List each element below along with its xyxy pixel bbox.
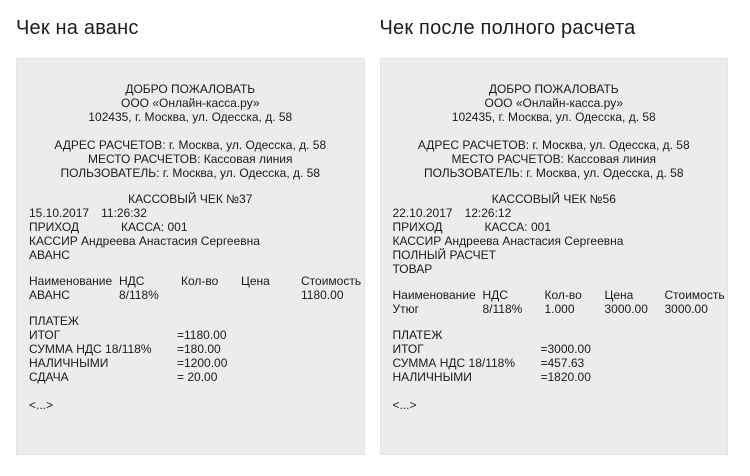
receipt-panel-full-settlement: ДОБРО ПОЖАЛОВАТЬ ООО «Онлайн-касса.ру» 1…: [379, 58, 728, 455]
operation-type-line: ТОВАР: [392, 262, 433, 276]
table-row: Утюг 8/118% 1.000 3000.00 3000.00: [393, 302, 716, 316]
company-name: ООО «Онлайн-касса.ру»: [484, 96, 623, 110]
payment-row: СУММА НДС 18/118% =457.63: [393, 356, 716, 370]
operation-type-line: АВАНС: [29, 248, 70, 262]
payment-label: НАЛИЧНЫМИ: [392, 370, 472, 384]
operation-label: ПРИХОД: [29, 220, 80, 234]
advance-receipt-column: Чек на аванс ДОБРО ПОЖАЛОВАТЬ ООО «Онлай…: [16, 0, 365, 476]
cashier-line: КАССИР Андреева Анастасия Сергеевна: [29, 234, 260, 248]
kassa-label: КАССА: 001: [121, 220, 188, 234]
col-header-price: Цена: [604, 288, 634, 302]
receipt-footer-mark: <...>: [392, 398, 417, 412]
cashier-line: КАССИР Андреева Анастасия Сергеевна: [392, 234, 624, 248]
operation-line: ПРИХОД КАССА: 001: [29, 220, 352, 234]
operation-type-line: ПОЛНЫЙ РАСЧЕТ: [392, 248, 497, 262]
col-header-cost: Стоимость: [664, 288, 725, 302]
welcome-line: ДОБРО ПОЖАЛОВАТЬ: [125, 82, 256, 96]
col-header-vat: НДС: [482, 288, 508, 302]
payment-row: ИТОГ =3000.00: [393, 342, 716, 356]
payment-title: ПЛАТЕЖ: [392, 328, 443, 342]
company-address: 102435, г. Москва, ул. Одесска, д. 58: [88, 110, 293, 124]
info-block: АДРЕС РАСЧЕТОВ: г. Москва, ул. Одесска, …: [29, 138, 352, 180]
payment-value: =3000.00: [540, 342, 591, 356]
col-header-name: Наименование: [392, 288, 476, 302]
table-header-row: Наименование НДС Кол-во Цена Стоимость: [392, 288, 725, 302]
payment-value: =180.00: [177, 342, 221, 356]
payment-title: ПЛАТЕЖ: [29, 314, 79, 328]
item-qty: [181, 288, 241, 302]
kassa-label: КАССА: 001: [484, 220, 552, 234]
payment-value: =457.63: [540, 356, 585, 370]
settlement-place-line: МЕСТО РАСЧЕТОВ: Кассовая линия: [88, 152, 293, 166]
receipt-title-full-settlement: Чек после полного расчета: [379, 17, 636, 39]
receipt-date: 15.10.2017: [29, 206, 90, 220]
payment-block: ПЛАТЕЖ ИТОГ =3000.00 СУММА НДС 18/118% =…: [393, 328, 716, 384]
col-header-qty: Кол-во: [181, 274, 219, 288]
operation-label: ПРИХОД: [392, 220, 443, 234]
payment-value: =1820.00: [540, 370, 591, 384]
date-time-line: 15.10.2017 11:26:32: [29, 206, 352, 220]
company-address: 102435, г. Москва, ул. Одесска, д. 58: [451, 110, 656, 124]
item-qty: 1.000: [544, 302, 575, 316]
payment-row: ИТОГ =1180.00: [29, 328, 352, 342]
receipt-time: 11:26:32: [101, 206, 147, 220]
payment-label: ИТОГ: [392, 342, 424, 356]
payment-value: =1180.00: [177, 328, 227, 342]
item-vat: 8/118%: [482, 302, 523, 316]
full-settlement-receipt-column: Чек после полного расчета ДОБРО ПОЖАЛОВА…: [379, 0, 728, 476]
col-header-name: Наименование: [29, 274, 113, 288]
col-header-cost: Стоимость: [301, 274, 362, 288]
payment-label: НАЛИЧНЫМИ: [29, 356, 109, 370]
welcome-line: ДОБРО ПОЖАЛОВАТЬ: [488, 82, 619, 96]
items-table: Наименование НДС Кол-во Цена Стоимость А…: [29, 274, 361, 302]
receipt-title-advance: Чек на аванс: [16, 17, 139, 39]
user-line: ПОЛЬЗОВАТЕЛЬ: г. Москва, ул. Одесска, д.…: [60, 166, 321, 180]
receipt-footer-mark: <...>: [29, 398, 54, 412]
receipt-time: 12:26:12: [464, 206, 512, 220]
payment-row: НАЛИЧНЫМИ =1200.00: [29, 356, 352, 370]
item-price: 3000.00: [604, 302, 648, 316]
items-table: Наименование НДС Кол-во Цена Стоимость У…: [392, 288, 725, 316]
col-header-vat: НДС: [119, 274, 145, 288]
payment-block: ПЛАТЕЖ ИТОГ =1180.00 СУММА НДС 18/118% =…: [29, 314, 352, 384]
table-header-row: Наименование НДС Кол-во Цена Стоимость: [29, 274, 361, 288]
payment-label: СУММА НДС 18/118%: [392, 356, 516, 370]
col-header-price: Цена: [241, 274, 270, 288]
payment-row: НАЛИЧНЫМИ =1820.00: [393, 370, 716, 384]
settlement-address-line: АДРЕС РАСЧЕТОВ: г. Москва, ул. Одесска, …: [54, 138, 327, 152]
payment-label: ИТОГ: [29, 328, 61, 342]
payment-row: СУММА НДС 18/118% =180.00: [29, 342, 352, 356]
date-time-line: 22.10.2017 12:26:12: [393, 206, 716, 220]
company-name: ООО «Онлайн-касса.ру»: [120, 96, 260, 110]
settlement-place-line: МЕСТО РАСЧЕТОВ: Кассовая линия: [451, 152, 657, 166]
col-header-qty: Кол-во: [544, 288, 582, 302]
receipt-panel-advance: ДОБРО ПОЖАЛОВАТЬ ООО «Онлайн-касса.ру» 1…: [16, 58, 365, 455]
table-row: АВАНС 8/118% 1180.00: [29, 288, 352, 302]
check-number: КАССОВЫЙ ЧЕК №37: [128, 192, 253, 206]
payment-label: СУММА НДС 18/118%: [29, 342, 152, 356]
operation-line: ПРИХОД КАССА: 001: [393, 220, 716, 234]
payment-value: = 20.00: [177, 370, 218, 384]
check-number: КАССОВЫЙ ЧЕК №56: [491, 192, 616, 206]
payment-label: СДАЧА: [29, 370, 69, 384]
user-line: ПОЛЬЗОВАТЕЛЬ: г. Москва, ул. Одесска, д.…: [423, 166, 684, 180]
payment-row: СДАЧА = 20.00: [29, 370, 352, 384]
settlement-address-line: АДРЕС РАСЧЕТОВ: г. Москва, ул. Одесска, …: [417, 138, 690, 152]
item-name: Утюг: [392, 302, 420, 316]
item-cost: 3000.00: [664, 302, 708, 316]
info-block: АДРЕС РАСЧЕТОВ: г. Москва, ул. Одесска, …: [393, 138, 716, 180]
item-vat: 8/118%: [119, 288, 159, 302]
payment-value: =1200.00: [177, 356, 228, 370]
item-price: [241, 288, 301, 302]
receipt-date: 22.10.2017: [392, 206, 453, 220]
item-name: АВАНС: [29, 288, 70, 302]
item-cost: 1180.00: [301, 288, 344, 302]
